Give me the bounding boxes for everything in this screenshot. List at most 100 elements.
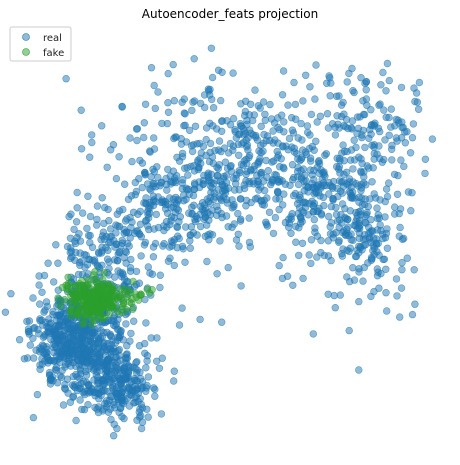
point-real [98,232,107,240]
point-real [175,321,184,329]
point-real [275,261,283,270]
chart-title: Autoencoder_feats projection [142,7,318,21]
point-real [180,109,189,117]
point-real [361,195,369,203]
point-real [262,156,270,165]
point-real [353,113,362,121]
point-real [280,190,288,198]
point-real [236,195,245,203]
point-real [42,343,51,351]
point-real [61,385,70,393]
point-real [231,126,239,134]
point-real [150,81,158,90]
point-real [147,63,156,72]
point-real [309,201,317,209]
point-real [398,235,407,243]
point-real [336,169,344,177]
point-real [94,324,102,333]
point-real [332,203,340,212]
point-real [264,167,272,175]
point-real [103,255,112,263]
legend-marker-fake [22,48,30,56]
point-real [348,117,357,125]
point-real [150,384,158,392]
point-real [147,186,155,194]
point-real [39,333,48,341]
point-real [145,225,153,234]
point-real [168,242,176,250]
point-fake [126,288,135,297]
point-real [106,233,114,241]
point-real [331,131,340,139]
point-real [106,330,114,338]
point-real [143,357,151,365]
point-real [160,222,168,230]
point-real [408,134,417,142]
point-real [206,193,214,202]
point-real [134,389,143,397]
point-real [194,156,202,164]
point-real [66,398,75,406]
point-real [54,259,62,267]
point-real [236,217,245,225]
point-real [67,362,75,370]
point-real [231,186,239,194]
point-real [53,379,62,387]
point-real [94,262,102,271]
point-real [102,243,110,252]
point-real [315,157,323,165]
point-real [357,187,365,195]
point-real [257,197,265,205]
point-real [188,106,196,115]
point-real [307,110,316,119]
point-real [360,263,368,272]
point-fake [71,282,79,290]
point-real [44,259,52,267]
point-real [88,138,96,147]
point-real [279,67,288,75]
point-real [403,254,411,262]
point-real [333,163,341,171]
point-real [353,225,361,233]
point-real [115,153,123,161]
point-real [229,69,237,77]
point-real [156,271,165,279]
point-real [346,207,354,215]
point-real [170,96,179,105]
point-real [388,156,396,164]
point-real [93,202,102,210]
point-real [65,212,73,221]
point-real [57,373,66,382]
point-real [36,361,44,369]
point-real [213,125,221,133]
point-real [396,223,404,232]
point-real [241,127,249,135]
point-real [247,165,255,174]
point-real [284,101,292,109]
point-fake [71,298,80,306]
point-real [90,376,98,384]
point-real [101,399,109,408]
point-real [266,100,274,109]
point-real [299,146,307,154]
point-real [329,230,337,238]
point-real [51,342,59,350]
point-real [355,153,363,161]
point-real [387,123,395,131]
point-fake [100,295,108,303]
point-real [201,103,209,112]
point-real [127,377,135,386]
point-real [352,143,360,152]
point-real [213,270,221,278]
point-real [246,243,255,251]
point-real [237,282,245,290]
point-real [137,412,145,420]
point-real [309,183,318,192]
point-real [165,194,174,202]
point-real [77,145,86,153]
point-real [66,333,75,342]
point-real [181,258,189,266]
point-fake [83,302,92,310]
point-real [302,71,310,80]
point-fake [97,305,106,313]
